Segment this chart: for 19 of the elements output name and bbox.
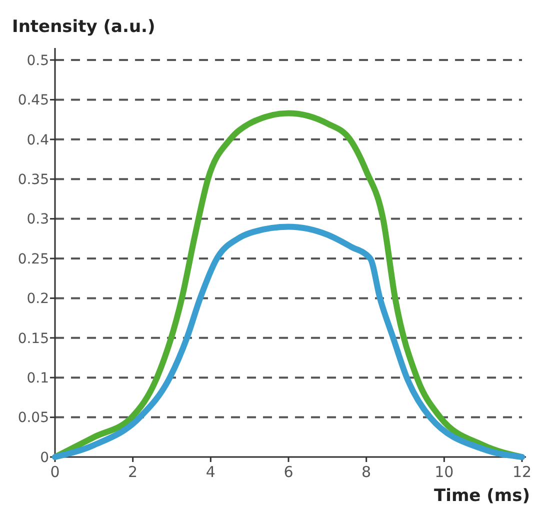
x-tick-label: 2 [128,463,138,481]
x-tick-label: 6 [284,463,294,481]
y-tick-label: 0.45 [18,92,49,109]
y-tick-label: 0.15 [18,330,49,347]
y-tick-label: 0.1 [26,370,49,386]
y-tick-label: 0.05 [18,410,49,426]
y-axis-title: Intensity (a.u.) [12,17,156,37]
x-tick-label: 8 [362,463,372,481]
x-axis-title: Time (ms) [434,486,530,506]
y-tick-label: 0.3 [26,212,49,228]
y-tick-label: 0 [40,450,49,466]
x-tick-label: 4 [206,463,216,481]
y-tick-label: 0.35 [18,172,49,188]
x-tick-label: 12 [512,463,532,481]
y-tick-label: 0.2 [26,291,49,308]
y-tick-label: 0.5 [26,52,49,69]
y-tick-label: 0.4 [26,132,50,148]
x-tick-label: 10 [434,463,454,481]
y-tick-label: 0.25 [18,251,49,268]
